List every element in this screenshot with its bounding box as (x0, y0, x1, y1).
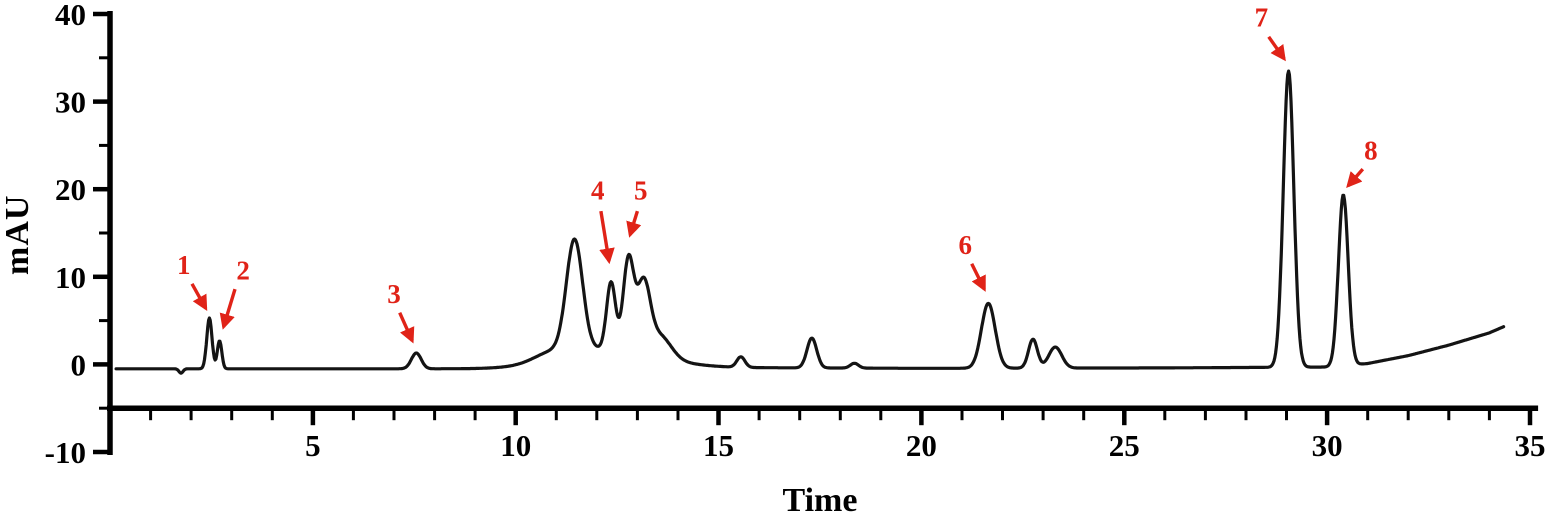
svg-text:30: 30 (1312, 428, 1343, 463)
peak-label-8: 8 (1364, 135, 1378, 165)
peak-arrow-2 (219, 288, 237, 330)
svg-text:0: 0 (71, 347, 87, 382)
svg-text:30: 30 (55, 85, 86, 120)
peak-label-1: 1 (177, 250, 191, 280)
svg-text:20: 20 (906, 428, 937, 463)
peak-arrow-4 (599, 210, 615, 265)
svg-text:10: 10 (500, 428, 531, 463)
svg-text:15: 15 (703, 428, 734, 463)
y-axis-title: mAU (0, 194, 36, 276)
peak-label-3: 3 (387, 279, 401, 309)
svg-text:20: 20 (55, 172, 86, 207)
peak-arrow-7 (1267, 35, 1286, 62)
peak-arrow-3 (398, 312, 415, 344)
svg-text:-10: -10 (45, 435, 86, 470)
peak-arrow-8 (1346, 167, 1365, 189)
chromatogram-trace (114, 69, 1506, 375)
peak-label-7: 7 (1255, 2, 1269, 32)
peak-arrow-6 (970, 262, 986, 292)
peak-arrow-1 (190, 282, 208, 312)
peak-label-2: 2 (236, 255, 250, 285)
svg-text:25: 25 (1109, 428, 1140, 463)
peak-arrow-5 (626, 210, 642, 238)
svg-text:10: 10 (55, 260, 86, 295)
svg-text:35: 35 (1515, 428, 1546, 463)
peak-label-6: 6 (958, 230, 972, 260)
svg-text:5: 5 (305, 428, 321, 463)
peak-label-5: 5 (634, 176, 648, 206)
peak-label-4: 4 (591, 176, 605, 206)
svg-text:40: 40 (55, 0, 86, 32)
x-axis-title: Time (782, 482, 858, 519)
